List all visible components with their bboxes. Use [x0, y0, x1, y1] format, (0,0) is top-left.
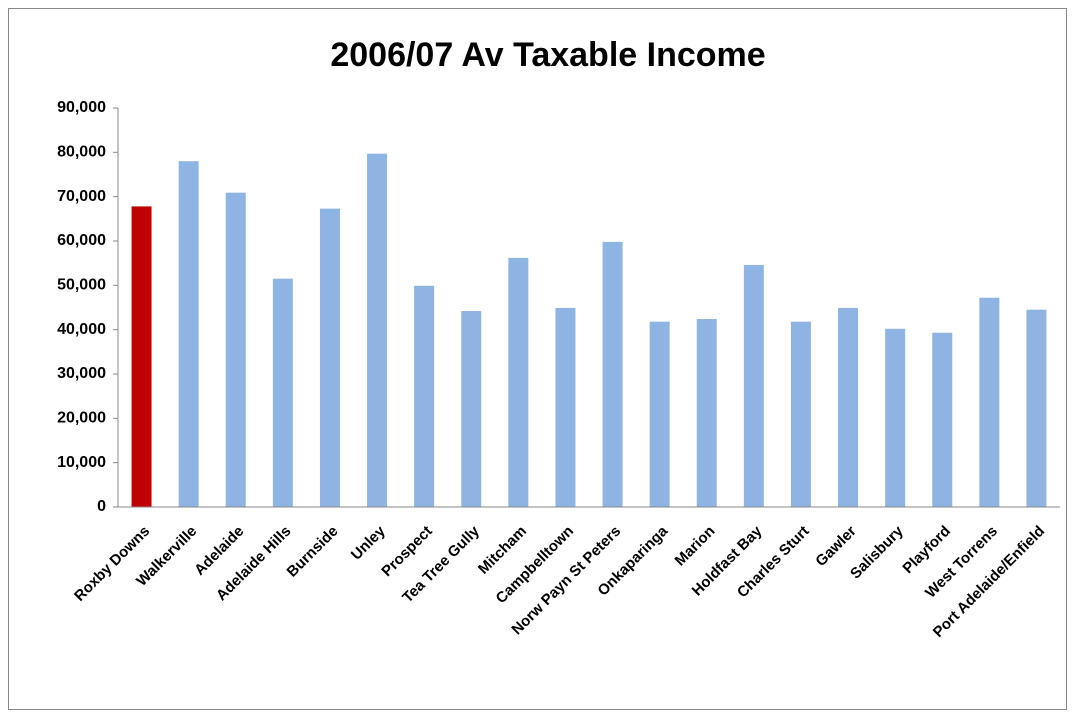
- bar: [932, 332, 953, 507]
- bar: [790, 321, 811, 507]
- y-tick-label: 70,000: [57, 188, 106, 205]
- bar: [602, 241, 623, 508]
- bar: [319, 208, 340, 508]
- bar: [649, 321, 670, 507]
- bar: [414, 285, 435, 507]
- bar: [696, 319, 717, 507]
- bar: [743, 264, 764, 507]
- y-tick-label: 30,000: [57, 365, 106, 382]
- y-tick-label: 20,000: [57, 410, 106, 427]
- bar: [225, 192, 246, 507]
- bar: [885, 328, 906, 507]
- bar: [367, 153, 388, 507]
- bar: [461, 311, 482, 507]
- bar: [1026, 309, 1047, 507]
- y-tick-label: 10,000: [57, 454, 106, 471]
- chart-title: 2006/07 Av Taxable Income: [330, 36, 765, 74]
- bar: [272, 278, 293, 507]
- y-tick-label: 50,000: [57, 277, 106, 294]
- y-tick-label: 60,000: [57, 232, 106, 249]
- bar: [178, 161, 199, 507]
- bar: [555, 307, 576, 507]
- bar: [131, 206, 152, 508]
- bar: [838, 307, 859, 507]
- y-tick-label: 80,000: [57, 144, 106, 161]
- y-tick-label: 90,000: [57, 99, 106, 116]
- bar: [979, 297, 1000, 507]
- y-tick-label: 0: [97, 498, 106, 515]
- bar: [508, 257, 529, 507]
- y-tick-label: 40,000: [57, 321, 106, 338]
